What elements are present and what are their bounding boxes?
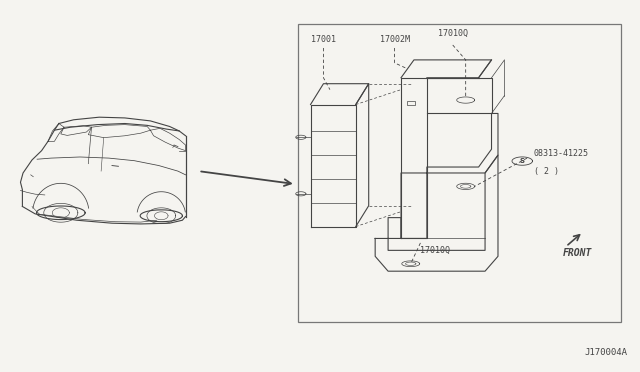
Bar xyxy=(298,24,621,322)
Bar xyxy=(406,101,415,105)
Text: 17002M: 17002M xyxy=(380,35,410,44)
Text: 17010Q: 17010Q xyxy=(420,246,451,255)
Text: J170004A: J170004A xyxy=(584,348,627,357)
Text: 17001: 17001 xyxy=(311,35,336,44)
Text: S: S xyxy=(520,158,525,164)
Text: 17010Q: 17010Q xyxy=(438,29,468,38)
Text: FRONT: FRONT xyxy=(563,248,592,258)
Text: ( 2 ): ( 2 ) xyxy=(534,167,559,176)
Text: 08313-41225: 08313-41225 xyxy=(534,149,589,158)
